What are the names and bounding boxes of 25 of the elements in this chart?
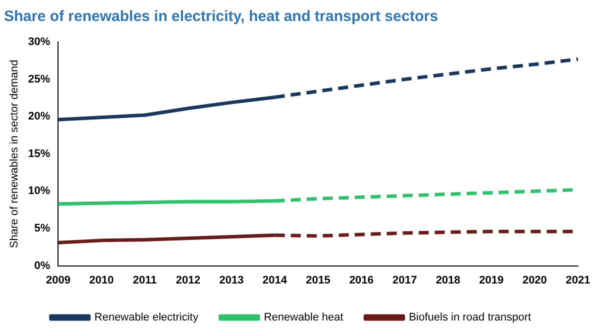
x-tick-label: 2019	[479, 274, 504, 286]
x-tick-label: 2018	[436, 274, 460, 286]
legend-label: Renewable electricity	[94, 312, 199, 324]
x-tick-label: 2010	[89, 274, 114, 286]
legend-label: Renewable heat	[264, 312, 344, 324]
y-tick-label: 5%	[34, 222, 50, 235]
x-tick-label: 2012	[176, 274, 200, 286]
x-tick-label: 2011	[132, 274, 157, 286]
y-tick-label: 25%	[28, 73, 50, 86]
y-tick-label: 20%	[28, 110, 50, 123]
y-tick-label: 30%	[28, 36, 50, 48]
x-tick-label: 2020	[522, 274, 547, 286]
x-tick-label: 2021	[566, 274, 590, 286]
y-tick-label: 15%	[28, 148, 50, 160]
y-axis-title: Share of renewables in sector demand	[8, 60, 21, 248]
x-tick-label: 2014	[262, 274, 288, 286]
x-tick-label: 2009	[46, 274, 70, 286]
x-tick-label: 2015	[306, 274, 330, 286]
x-tick-label: 2013	[219, 274, 244, 286]
y-tick-label: 10%	[28, 185, 50, 198]
y-tick-label: 0%	[34, 260, 50, 272]
x-tick-label: 2017	[392, 274, 417, 286]
chart-title: Share of renewables in electricity, heat and transport sectors	[4, 8, 438, 26]
legend-label: Biofuels in road transport	[408, 312, 532, 324]
x-tick-label: 2016	[349, 274, 374, 286]
